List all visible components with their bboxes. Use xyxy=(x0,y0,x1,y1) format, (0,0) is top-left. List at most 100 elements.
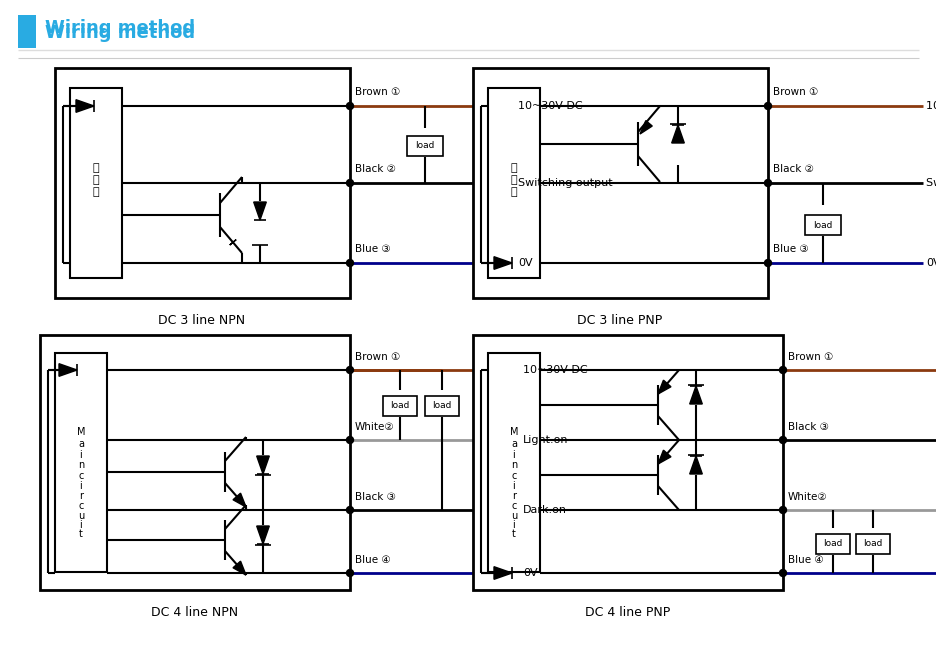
Polygon shape xyxy=(639,121,651,134)
Bar xyxy=(473,68,768,298)
Text: load: load xyxy=(390,402,409,410)
Bar xyxy=(383,396,417,416)
Text: r: r xyxy=(79,491,83,501)
Polygon shape xyxy=(233,493,246,507)
Polygon shape xyxy=(254,202,266,220)
Text: n: n xyxy=(78,460,84,470)
Text: c: c xyxy=(511,501,516,511)
Text: t: t xyxy=(511,529,516,539)
Text: Switching output: Switching output xyxy=(925,178,936,188)
Polygon shape xyxy=(657,450,670,464)
Text: Brown ①: Brown ① xyxy=(787,352,832,362)
Polygon shape xyxy=(493,567,511,579)
Text: DC 4 line NPN: DC 4 line NPN xyxy=(152,605,239,619)
Polygon shape xyxy=(233,561,246,575)
Text: Black ②: Black ② xyxy=(355,164,395,174)
Text: u: u xyxy=(78,511,84,521)
Polygon shape xyxy=(493,257,511,269)
Text: i: i xyxy=(512,481,515,491)
Text: Dark.on: Dark.on xyxy=(522,505,566,515)
Text: 主: 主 xyxy=(510,163,517,173)
Bar xyxy=(18,18,36,48)
Text: n: n xyxy=(510,460,517,470)
Text: White②: White② xyxy=(355,422,394,432)
Bar xyxy=(70,88,122,278)
Circle shape xyxy=(779,436,785,444)
Polygon shape xyxy=(256,526,269,544)
Text: Black ③: Black ③ xyxy=(355,492,395,502)
Text: 10~30V DC: 10~30V DC xyxy=(518,101,582,111)
Text: r: r xyxy=(511,491,516,501)
Bar xyxy=(55,353,107,572)
Bar xyxy=(856,534,889,554)
Text: DC 4 line PNP: DC 4 line PNP xyxy=(585,605,670,619)
Circle shape xyxy=(346,367,353,373)
Text: c: c xyxy=(79,501,83,511)
Text: M: M xyxy=(509,427,518,437)
Circle shape xyxy=(346,103,353,109)
Circle shape xyxy=(764,180,770,186)
Text: i: i xyxy=(512,450,515,460)
Text: i: i xyxy=(80,481,82,491)
Text: DC 3 line NPN: DC 3 line NPN xyxy=(158,314,245,326)
Bar xyxy=(18,15,36,43)
Text: 电: 电 xyxy=(93,175,99,185)
Text: 0V: 0V xyxy=(518,258,532,268)
Text: load: load xyxy=(431,402,451,410)
Text: Switching output: Switching output xyxy=(518,178,612,188)
Bar xyxy=(804,215,841,235)
Polygon shape xyxy=(229,239,236,245)
Circle shape xyxy=(779,367,785,373)
Bar xyxy=(18,15,36,43)
Text: load: load xyxy=(415,141,434,151)
Text: 0V: 0V xyxy=(925,258,936,268)
Polygon shape xyxy=(76,99,94,112)
Text: u: u xyxy=(510,511,517,521)
Bar xyxy=(55,68,350,298)
Text: Blue ④: Blue ④ xyxy=(787,555,823,565)
Text: t: t xyxy=(79,529,83,539)
Circle shape xyxy=(764,259,770,267)
Polygon shape xyxy=(689,456,702,474)
Text: a: a xyxy=(510,439,517,449)
Text: Light.on: Light.on xyxy=(522,435,568,445)
Bar xyxy=(425,396,459,416)
Bar xyxy=(406,136,443,156)
Text: a: a xyxy=(78,439,84,449)
Circle shape xyxy=(346,436,353,444)
Polygon shape xyxy=(689,386,702,404)
Circle shape xyxy=(346,180,353,186)
Text: Wiring method: Wiring method xyxy=(45,19,195,37)
Circle shape xyxy=(346,259,353,267)
Text: 10~30V DC: 10~30V DC xyxy=(925,101,936,111)
Text: load: load xyxy=(823,540,841,548)
Text: Black ③: Black ③ xyxy=(787,422,828,432)
Text: DC 3 line PNP: DC 3 line PNP xyxy=(577,314,662,326)
Text: c: c xyxy=(79,471,83,481)
Bar xyxy=(488,88,539,278)
Text: Blue ③: Blue ③ xyxy=(772,244,808,254)
Circle shape xyxy=(779,507,785,514)
Text: Brown ①: Brown ① xyxy=(772,87,817,97)
Text: Brown ①: Brown ① xyxy=(355,352,400,362)
Text: 路: 路 xyxy=(510,187,517,197)
Text: Black ②: Black ② xyxy=(772,164,813,174)
Circle shape xyxy=(346,570,353,577)
Polygon shape xyxy=(671,125,683,143)
Text: Brown ①: Brown ① xyxy=(355,87,400,97)
Polygon shape xyxy=(256,456,269,474)
Polygon shape xyxy=(657,380,670,394)
Text: load: load xyxy=(862,540,882,548)
Circle shape xyxy=(779,570,785,577)
Bar xyxy=(473,335,782,590)
Text: M: M xyxy=(77,427,85,437)
Text: White②: White② xyxy=(787,492,826,502)
Polygon shape xyxy=(59,364,77,377)
Text: Blue ④: Blue ④ xyxy=(355,555,390,565)
Text: 主: 主 xyxy=(93,163,99,173)
Bar xyxy=(815,534,849,554)
Text: 10~30V DC: 10~30V DC xyxy=(522,365,587,375)
Text: Blue ③: Blue ③ xyxy=(355,244,390,254)
Circle shape xyxy=(346,507,353,514)
Bar xyxy=(488,353,539,572)
